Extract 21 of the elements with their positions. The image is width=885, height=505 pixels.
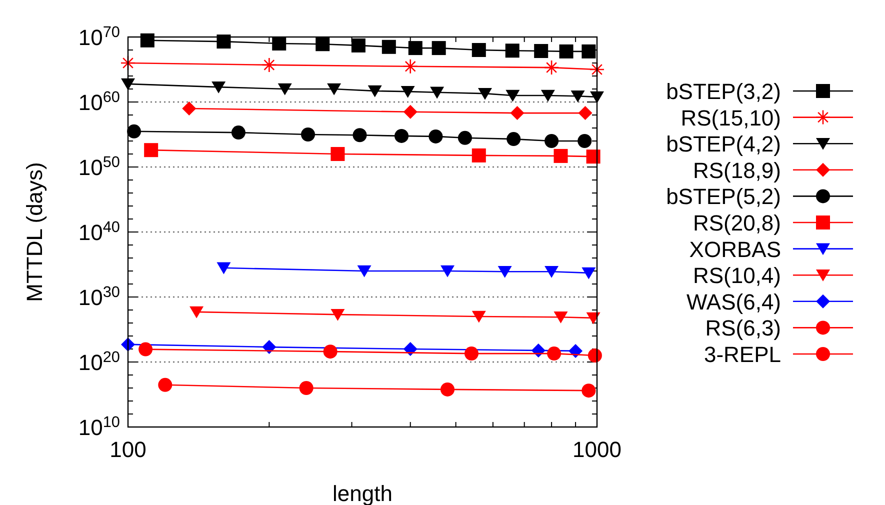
legend-label: bSTEP(3,2) [666,79,781,104]
y-tick-label: 10$^{60}$ [78,88,120,115]
legend-label: 3-REPL [704,342,781,367]
legend-label: bSTEP(4,2) [666,132,781,157]
legend-label: RS(15,10) [680,105,781,130]
y-tick-label: 10$^{40}$ [78,218,120,245]
legend-label: RS(18,9) [692,158,781,183]
y-tick-label: 10$^{20}$ [78,348,120,375]
y-tick-label: 10$^{50}$ [78,154,120,180]
y-axis-title: MTTDL (days) [22,162,47,302]
legend-label: RS(20,8) [692,210,781,236]
y-tick-label: 10$^{10}$ [78,414,120,440]
legend-label: RS(10,4) [692,263,781,288]
y-tick-label: 10$^{70}$ [78,24,120,50]
legend-label: RS(6,3) [705,316,781,341]
x-tick-label: 100 [110,437,146,462]
legend-label: WAS(6,4) [686,289,781,314]
x-tick-label: 1000 [572,437,622,462]
legend-label: bSTEP(5,2) [666,184,781,210]
y-tick-label: 10$^{30}$ [78,284,120,310]
legend-label: XORBAS [689,236,781,262]
